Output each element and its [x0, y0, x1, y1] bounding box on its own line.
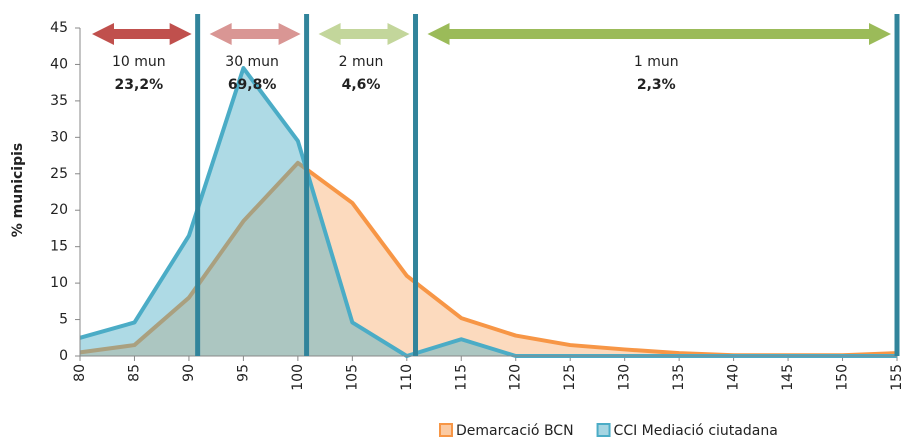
region-arrow [318, 23, 410, 45]
region-label: 2 mun [339, 54, 384, 70]
y-tick-label: 30 [50, 129, 68, 145]
x-tick-label: 135 [671, 364, 687, 391]
region-share: 69,8% [228, 77, 277, 93]
region-share: 23,2% [115, 77, 164, 93]
region-label: 30 mun [225, 54, 279, 70]
region-arrow [92, 23, 192, 45]
y-tick-label: 5 [59, 312, 68, 328]
x-tick-label: 90 [181, 364, 197, 382]
y-tick-label: 20 [50, 202, 68, 218]
region-arrow [427, 23, 891, 45]
x-tick-label: 95 [235, 364, 251, 382]
x-tick-label: 115 [453, 364, 469, 391]
region-label: 1 mun [634, 54, 679, 70]
region-share: 2,3% [637, 77, 676, 93]
y-axis-label: % municipis [10, 143, 26, 237]
region-arrow [209, 23, 301, 45]
region-share: 4,6% [342, 77, 381, 93]
legend-label: Demarcació BCN [456, 423, 574, 439]
x-tick-label: 85 [126, 364, 142, 382]
x-tick-label: 100 [290, 364, 306, 391]
y-tick-label: 35 [50, 93, 68, 109]
x-tick-label: 110 [399, 364, 415, 391]
x-tick-label: 120 [508, 364, 524, 391]
y-tick-label: 15 [50, 239, 68, 255]
y-tick-label: 25 [50, 166, 68, 182]
x-tick-label: 80 [72, 364, 88, 382]
legend-swatch [596, 423, 611, 437]
y-tick-label: 45 [50, 20, 68, 36]
area [80, 68, 897, 356]
x-tick-label: 130 [617, 364, 633, 391]
region-label: 10 mun [112, 54, 166, 70]
legend-label: CCI Mediació ciutadana [614, 423, 778, 439]
x-tick-label: 145 [780, 364, 796, 391]
x-tick-label: 105 [344, 364, 360, 391]
x-tick-label: 150 [835, 364, 851, 391]
x-tick-label: 140 [726, 364, 742, 391]
y-tick-label: 40 [50, 56, 68, 72]
x-tick-label: 155 [889, 364, 902, 391]
area [80, 162, 897, 356]
y-tick-label: 0 [59, 348, 68, 364]
legend-swatch [439, 423, 453, 437]
y-tick-label: 10 [50, 275, 68, 291]
x-tick-label: 125 [562, 364, 578, 391]
